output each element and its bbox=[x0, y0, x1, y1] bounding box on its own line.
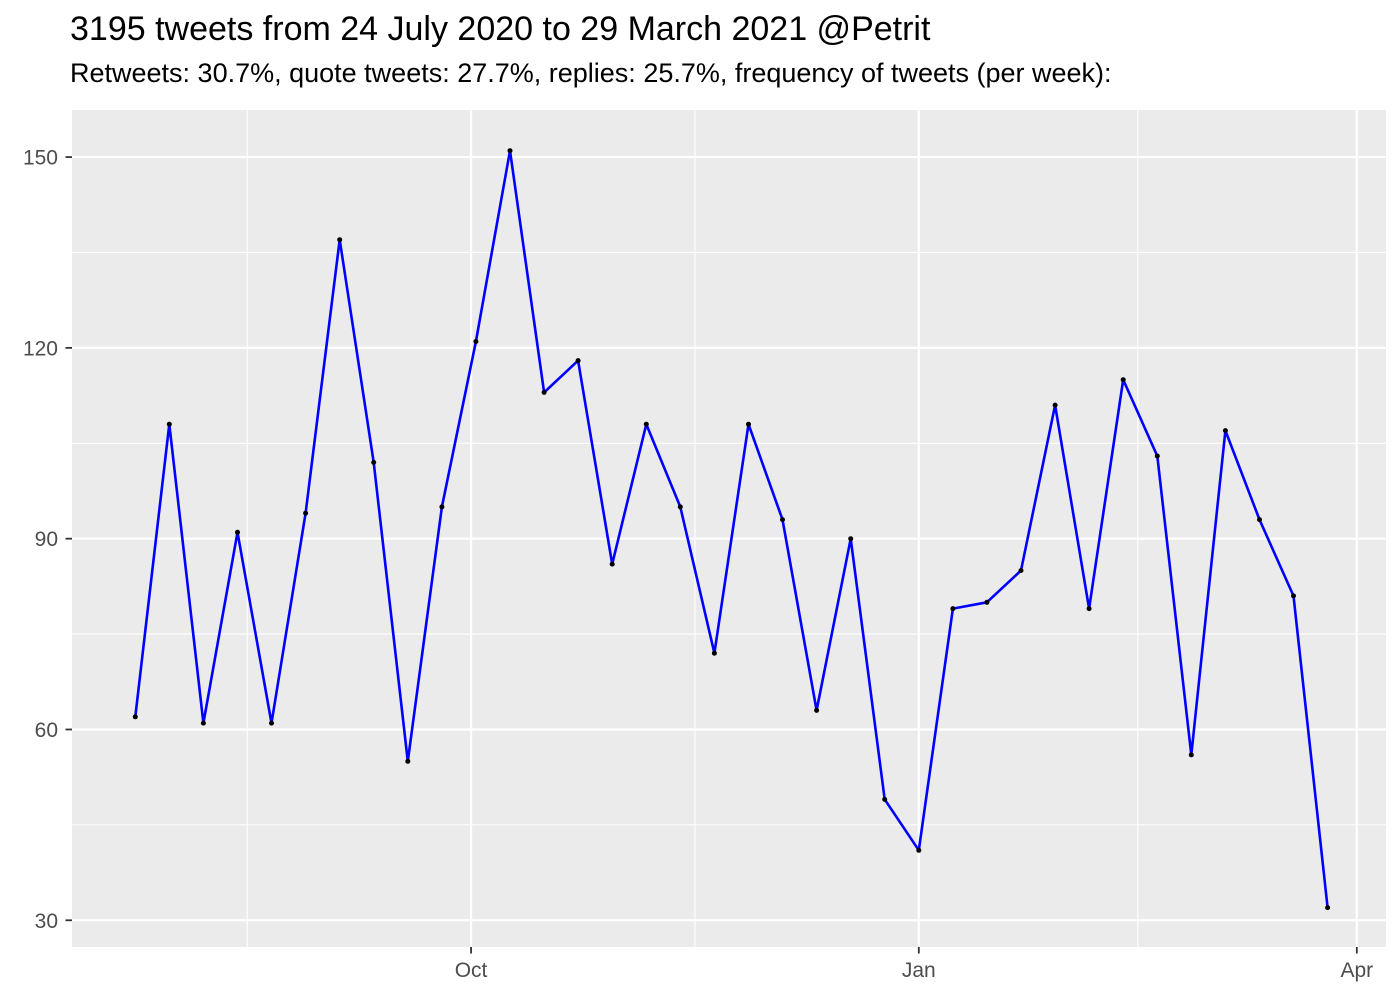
data-point bbox=[984, 599, 990, 605]
chart-subtitle: Retweets: 30.7%, quote tweets: 27.7%, re… bbox=[70, 58, 1112, 88]
data-point bbox=[950, 606, 956, 612]
x-tick-label: Jan bbox=[902, 959, 936, 982]
data-point bbox=[235, 529, 240, 535]
data-point bbox=[711, 650, 717, 656]
series-line bbox=[134, 149, 1329, 908]
data-point bbox=[677, 504, 683, 510]
data-point bbox=[200, 720, 206, 726]
data-point bbox=[303, 510, 309, 516]
data-point bbox=[1188, 752, 1194, 758]
data-point bbox=[882, 796, 888, 802]
data-point bbox=[337, 237, 343, 243]
data-point bbox=[269, 720, 274, 726]
data-point bbox=[166, 421, 172, 427]
data-point bbox=[1018, 568, 1024, 573]
data-point bbox=[132, 714, 138, 720]
data-point bbox=[1120, 377, 1126, 383]
data-point bbox=[609, 561, 615, 567]
x-tick-label: Apr bbox=[1340, 959, 1373, 982]
data-point bbox=[473, 339, 479, 344]
data-point bbox=[780, 517, 785, 523]
data-point bbox=[1222, 428, 1228, 434]
data-point bbox=[405, 758, 411, 764]
y-tick-label: 150 bbox=[23, 147, 58, 170]
y-tick-label: 90 bbox=[35, 528, 58, 551]
data-point bbox=[507, 148, 513, 154]
data-point bbox=[575, 358, 581, 364]
data-point bbox=[371, 459, 377, 465]
data-point bbox=[1052, 402, 1058, 408]
data-point bbox=[1291, 593, 1296, 599]
chart-panel bbox=[72, 110, 1386, 947]
y-tick-label: 60 bbox=[35, 719, 58, 742]
data-point bbox=[1257, 517, 1262, 523]
data-point bbox=[746, 421, 751, 427]
data-point bbox=[541, 389, 547, 395]
data-point bbox=[1325, 905, 1331, 911]
data-point bbox=[643, 421, 649, 427]
chart-title: 3195 tweets from 24 July 2020 to 29 Marc… bbox=[70, 10, 931, 48]
y-tick-label: 120 bbox=[23, 337, 58, 360]
data-point bbox=[1086, 606, 1092, 612]
data-point bbox=[1154, 453, 1160, 459]
x-tick-label: Oct bbox=[455, 959, 488, 982]
data-point bbox=[916, 847, 922, 853]
data-point bbox=[848, 536, 854, 542]
y-tick-label: 30 bbox=[35, 910, 58, 933]
data-point bbox=[439, 504, 445, 510]
data-point bbox=[814, 707, 820, 713]
